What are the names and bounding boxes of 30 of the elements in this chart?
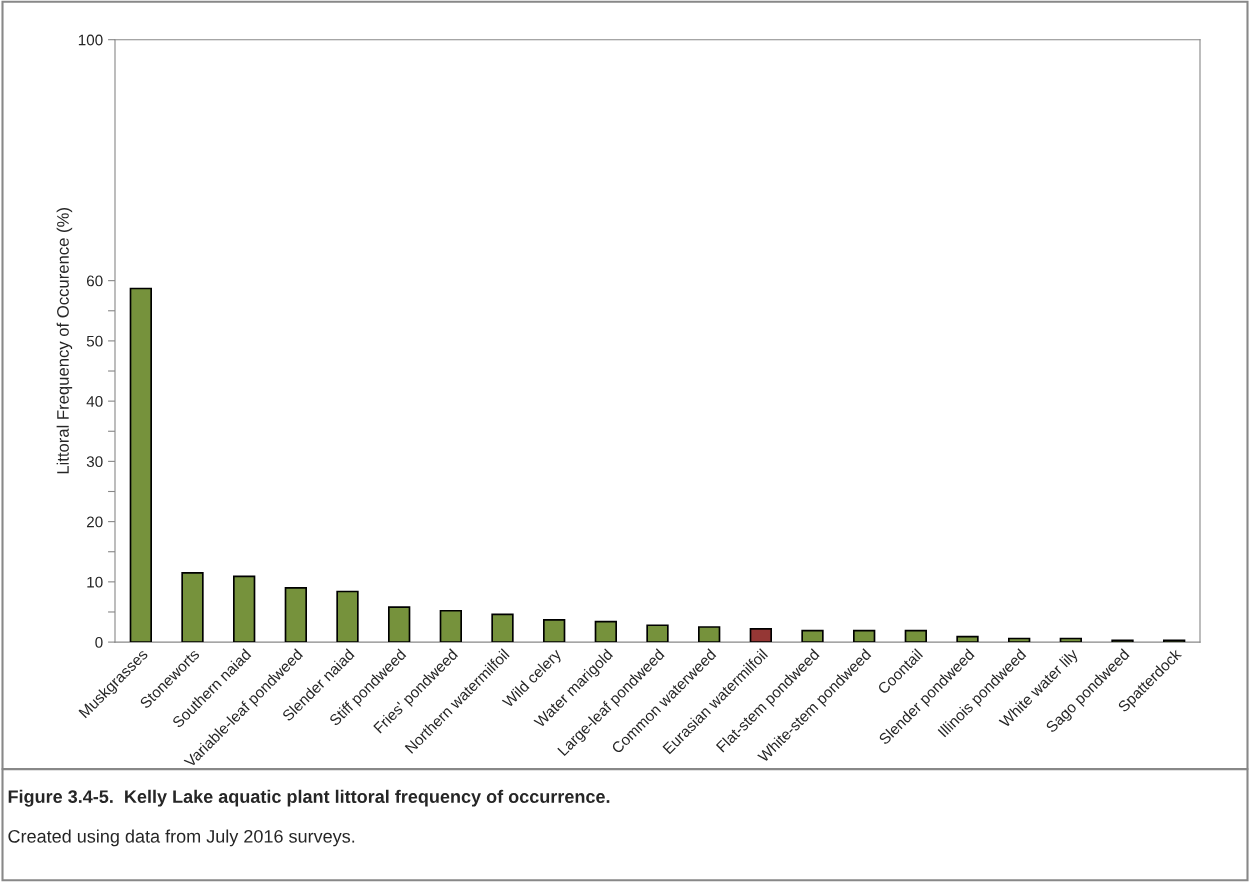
bar [1059, 637, 1083, 643]
bar [542, 618, 566, 643]
bar [232, 575, 256, 643]
bar [646, 624, 669, 643]
bar [491, 613, 514, 643]
bar [1007, 637, 1031, 643]
bar [594, 620, 618, 643]
y-tick-label: 0 [95, 636, 103, 648]
bar [956, 635, 979, 643]
y-tick-label: 30 [86, 456, 103, 468]
bar [697, 626, 721, 643]
y-tick-label: 100 [78, 34, 103, 46]
y-tick-label: 60 [86, 275, 103, 287]
bar [284, 587, 308, 643]
bar [181, 571, 204, 643]
bar [129, 287, 153, 643]
bar [439, 609, 463, 643]
bar [904, 629, 928, 643]
y-axis-title: Littoral Frequency of Occurence (%) [56, 208, 73, 474]
y-tick-label: 10 [87, 576, 103, 588]
bar [801, 629, 824, 643]
text: Created using data from July 2016 surveys. [8, 829, 355, 847]
bar [336, 590, 359, 643]
y-tick-label: 20 [86, 516, 103, 528]
bar [387, 606, 411, 643]
text: Figure 3.4-5. Kelly Lake aquatic plant littoral frequency of occurrence. [8, 789, 610, 807]
bar [852, 629, 876, 643]
y-tick-label: 50 [86, 335, 103, 347]
bar [749, 628, 773, 643]
y-tick-label: 40 [86, 396, 103, 407]
